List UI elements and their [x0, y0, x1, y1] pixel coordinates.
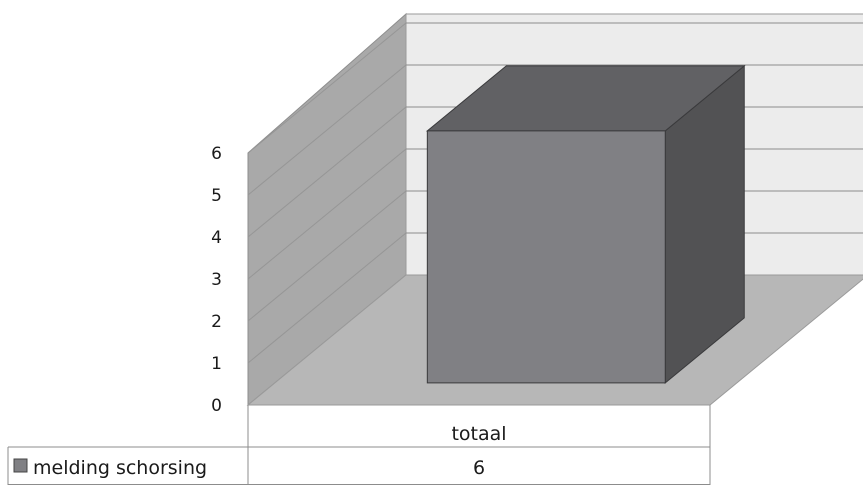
- y-tick-label: 4: [211, 228, 222, 248]
- y-axis-ticks: 0 1 2 3 4 5 6: [211, 144, 222, 416]
- chart-bars: [425, 64, 746, 384]
- y-tick-label: 5: [211, 186, 222, 206]
- y-tick-label: 0: [211, 396, 222, 416]
- gridline-side: [247, 22, 407, 154]
- gridline-side: [247, 148, 407, 280]
- data-table: totaal 6 melding schorsing: [7, 405, 711, 485]
- gridline-side: [247, 190, 407, 322]
- category-label: totaal: [451, 423, 506, 445]
- gridline-side: [247, 232, 407, 364]
- bar-front-face: [426, 130, 666, 384]
- y-tick-label: 1: [211, 354, 222, 374]
- y-tick-label: 3: [211, 270, 222, 290]
- legend-swatch: [13, 458, 28, 473]
- data-label: 6: [473, 457, 485, 479]
- gridline-side: [247, 106, 407, 238]
- gridline-side: [247, 64, 407, 196]
- legend-series-name: melding schorsing: [33, 457, 207, 479]
- y-tick-label: 2: [211, 312, 222, 332]
- y-tick-label: 6: [211, 144, 222, 164]
